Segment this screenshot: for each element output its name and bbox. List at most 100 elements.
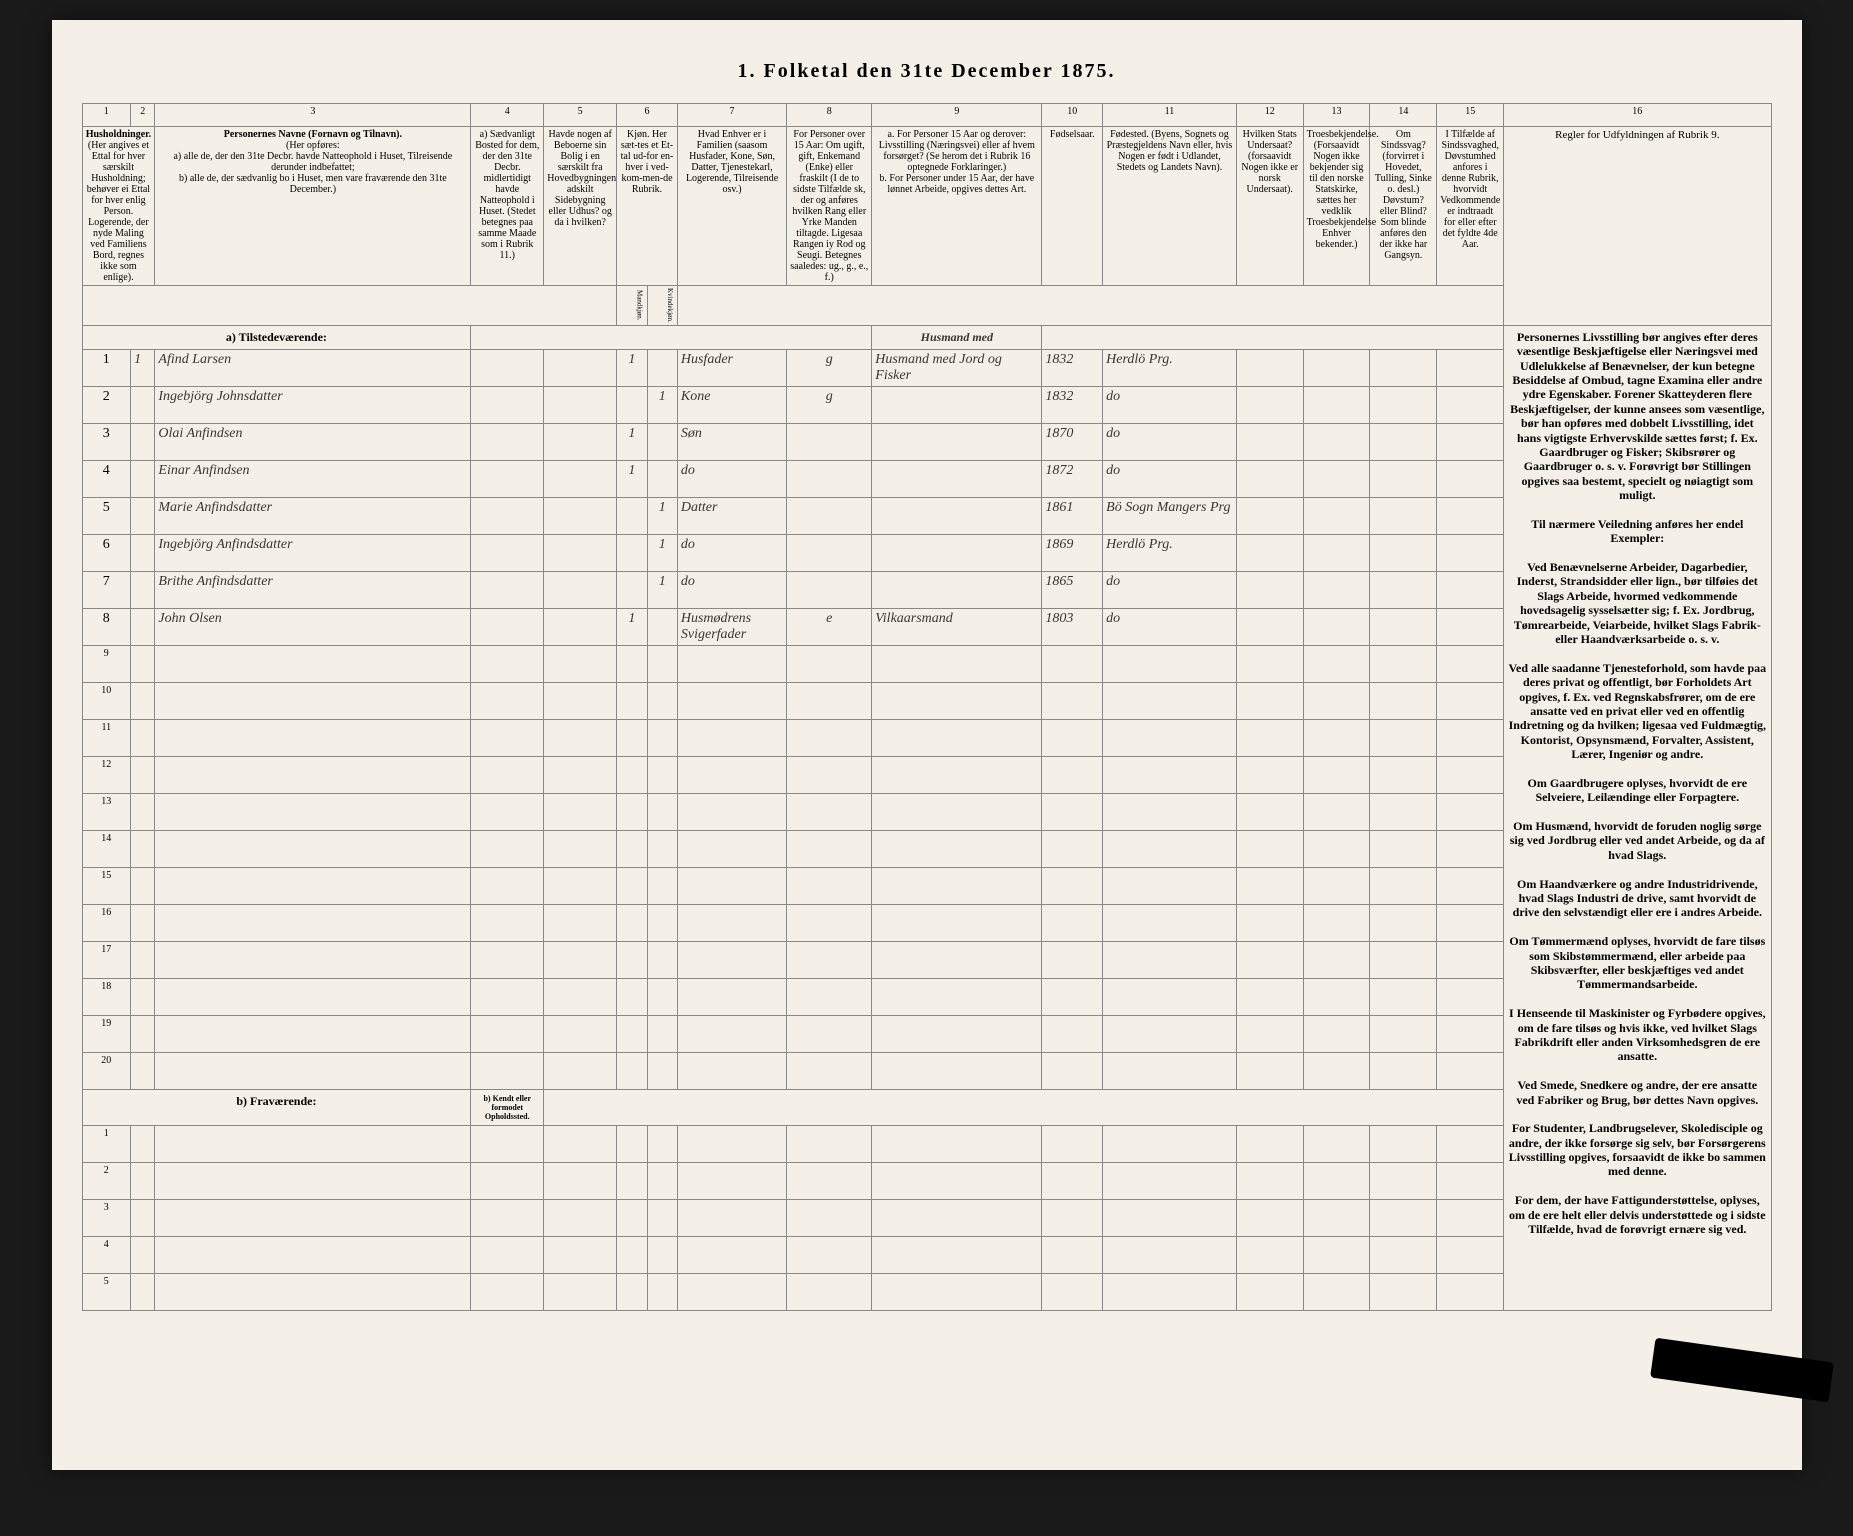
row-number: 1 <box>82 349 131 386</box>
marital-status <box>787 460 872 497</box>
sex-male <box>617 497 647 534</box>
occupation <box>872 497 1042 534</box>
household-num <box>131 497 155 534</box>
col12 <box>1236 534 1303 571</box>
row-number: 2 <box>82 1162 131 1199</box>
row-number: 14 <box>82 830 131 867</box>
colnum-2: 2 <box>131 104 155 127</box>
colnum-4: 4 <box>471 104 544 127</box>
person-name: John Olsen <box>155 608 471 645</box>
household-num: 1 <box>131 349 155 386</box>
header-familien: Hvad Enhver er i Familien (saasom Husfad… <box>677 127 786 286</box>
row-number: 4 <box>82 1236 131 1273</box>
col14 <box>1370 386 1437 423</box>
row-number: 13 <box>82 793 131 830</box>
row-number: 16 <box>82 904 131 941</box>
col15 <box>1437 386 1504 423</box>
birth-year: 1803 <box>1042 608 1103 645</box>
header-navne: Personernes Navne (Fornavn og Tilnavn). … <box>155 127 471 286</box>
header-h3-sub: (Her opføres: a) alle de, der den 31te D… <box>173 140 452 195</box>
sex-female: 1 <box>647 497 677 534</box>
col14 <box>1370 460 1437 497</box>
occupation <box>872 460 1042 497</box>
header-livsstilling: a. For Personer 15 Aar og derover: Livss… <box>872 127 1042 286</box>
sex-male <box>617 534 647 571</box>
row-number: 9 <box>82 645 131 682</box>
row-number: 10 <box>82 682 131 719</box>
page-title: 1. Folketal den 31te December 1875. <box>82 60 1772 83</box>
birth-year: 1865 <box>1042 571 1103 608</box>
sex-male: 1 <box>617 460 647 497</box>
col5 <box>544 571 617 608</box>
col13 <box>1303 497 1370 534</box>
row-number: 6 <box>82 534 131 571</box>
household-num <box>131 386 155 423</box>
col12 <box>1236 460 1303 497</box>
col5 <box>544 497 617 534</box>
col15 <box>1437 571 1504 608</box>
marital-status: e <box>787 608 872 645</box>
col14 <box>1370 497 1437 534</box>
person-name: Ingebjörg Anfindsdatter <box>155 534 471 571</box>
col5 <box>544 423 617 460</box>
col15 <box>1437 349 1504 386</box>
spacer <box>1042 325 1504 349</box>
birth-year: 1869 <box>1042 534 1103 571</box>
colnum-16: 16 <box>1504 104 1771 127</box>
marital-status <box>787 571 872 608</box>
occupation <box>872 571 1042 608</box>
header-statsundersaat: Hvilken Stats Undersaat? (forsaavidt Nog… <box>1236 127 1303 286</box>
occupation <box>872 534 1042 571</box>
colnum-1: 1 <box>82 104 131 127</box>
household-num <box>131 460 155 497</box>
birth-place: do <box>1103 608 1237 645</box>
col14 <box>1370 534 1437 571</box>
header-h1-title: Husholdninger. <box>86 129 152 140</box>
col12 <box>1236 497 1303 534</box>
col4 <box>471 386 544 423</box>
person-name: Marie Anfindsdatter <box>155 497 471 534</box>
colnum-8: 8 <box>787 104 872 127</box>
occ-continuation: Husmand med <box>872 325 1042 349</box>
person-name: Afind Larsen <box>155 349 471 386</box>
col13 <box>1303 460 1370 497</box>
col4 <box>471 534 544 571</box>
colnum-13: 13 <box>1303 104 1370 127</box>
header-mandkjon: Mandkjøn. <box>617 286 647 326</box>
col13 <box>1303 386 1370 423</box>
sex-female: 1 <box>647 571 677 608</box>
col4 <box>471 423 544 460</box>
row-number: 2 <box>82 386 131 423</box>
spacer2 <box>677 286 1503 326</box>
birth-year: 1832 <box>1042 386 1103 423</box>
sex-female: 1 <box>647 534 677 571</box>
birth-place: Herdlö Prg. <box>1103 534 1237 571</box>
col15 <box>1437 423 1504 460</box>
birth-place: do <box>1103 460 1237 497</box>
row-number: 5 <box>82 497 131 534</box>
row-number: 8 <box>82 608 131 645</box>
header-civilstand: For Personer over 15 Aar: Om ugift, gift… <box>787 127 872 286</box>
col12 <box>1236 423 1303 460</box>
spacer <box>544 1089 1504 1125</box>
col4 <box>471 349 544 386</box>
birth-year: 1861 <box>1042 497 1103 534</box>
census-page: 1. Folketal den 31te December 1875. 1 2 … <box>52 20 1802 1470</box>
birth-place: do <box>1103 386 1237 423</box>
header-h1-sub: (Her angives et Ettal for hver særskilt … <box>87 140 150 283</box>
spacer <box>471 325 872 349</box>
colnum-15: 15 <box>1437 104 1504 127</box>
col15 <box>1437 460 1504 497</box>
col12 <box>1236 386 1303 423</box>
col5 <box>544 608 617 645</box>
row-number: 5 <box>82 1273 131 1310</box>
person-name: Ingebjörg Johnsdatter <box>155 386 471 423</box>
colnum-12: 12 <box>1236 104 1303 127</box>
relation: Kone <box>677 386 786 423</box>
col5 <box>544 349 617 386</box>
sex-female <box>647 423 677 460</box>
header-h3-title: Personernes Navne (Fornavn og Tilnavn). <box>224 129 402 140</box>
person-name: Olai Anfindsen <box>155 423 471 460</box>
header-h6-text: Kjøn. Her sæt-tes et Et-tal ud-for en-hv… <box>621 129 674 195</box>
header-fodselsaar: Fødselsaar. <box>1042 127 1103 286</box>
